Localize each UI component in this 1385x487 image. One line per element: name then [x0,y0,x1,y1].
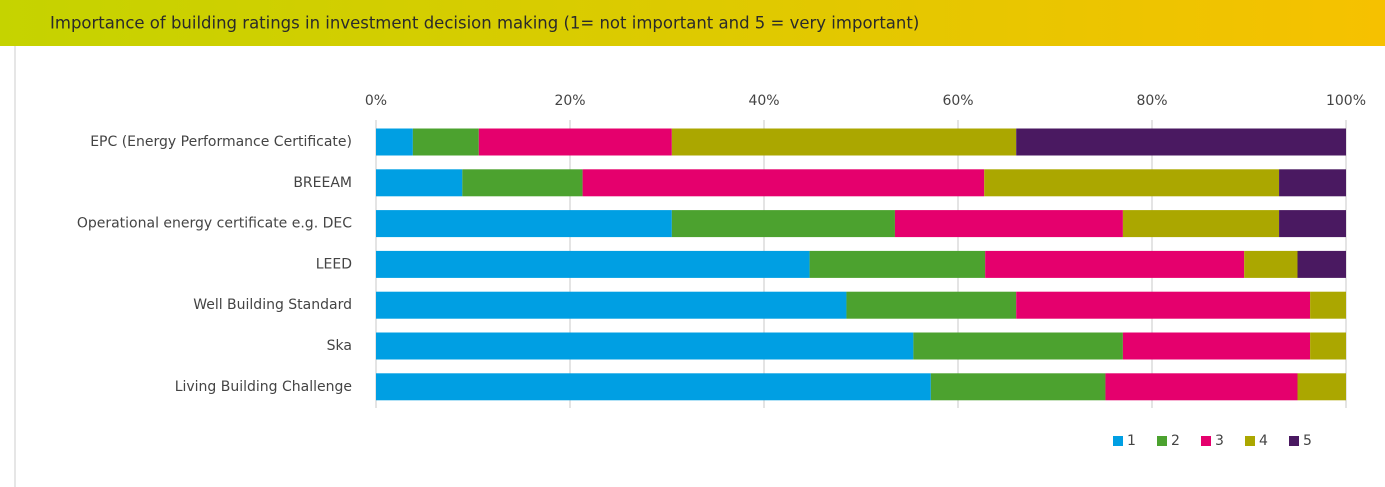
legend-swatch [1113,436,1123,446]
bar-segment [376,250,810,278]
legend-label: 1 [1127,433,1136,449]
bar-segment [376,210,672,238]
y-tick-label: LEED [316,256,352,272]
bar-segment [376,169,463,197]
legend-swatch [1245,436,1255,446]
bar-segment [582,169,985,197]
bar-segment [846,291,1017,319]
bar-segment [671,210,895,238]
bar-segment [462,169,583,197]
bar-segment [1016,291,1311,319]
bar-segment [376,373,931,401]
bar-segment [1122,332,1311,360]
bar-segment [376,332,914,360]
legend-swatch [1201,436,1211,446]
bar-segment [1122,210,1280,238]
legend-label: 5 [1303,433,1312,449]
y-tick-label: Operational energy certificate e.g. DEC [77,216,352,232]
x-tick-label: 20% [554,93,585,109]
x-tick-label: 60% [942,93,973,109]
bar-segment [671,128,1017,156]
bar-segment [1297,250,1346,278]
y-tick-label: BREEAM [293,175,352,191]
bar-segment [478,128,672,156]
legend-label: 4 [1259,433,1268,449]
legend-swatch [1157,436,1167,446]
bar-segment [985,250,1245,278]
chart-title: Importance of building ratings in invest… [50,14,919,33]
x-tick-label: 40% [748,93,779,109]
y-tick-label: EPC (Energy Performance Certificate) [90,134,352,150]
bar-segment [894,210,1123,238]
x-tick-label: 0% [365,93,387,109]
y-tick-label: Well Building Standard [193,297,352,313]
bar-segment [1297,373,1346,401]
bar-segment [1310,291,1346,319]
bar-segment [809,250,986,278]
bar-segment [1016,128,1346,156]
bar-segment [1279,169,1346,197]
bar-segment [376,128,413,156]
bar-segment [1244,250,1298,278]
bar-segment [913,332,1123,360]
bar-segment [1310,332,1346,360]
y-tick-label: Living Building Challenge [175,379,352,395]
legend-label: 3 [1215,433,1224,449]
x-tick-label: 100% [1326,93,1366,109]
bar-segment [412,128,479,156]
bar-segment [1279,210,1346,238]
legend-label: 2 [1171,433,1180,449]
bar-segment [984,169,1280,197]
bar-segment [1105,373,1298,401]
y-tick-label: Ska [327,338,352,354]
bar-segment [376,291,847,319]
legend-swatch [1289,436,1299,446]
bar-segment [930,373,1106,401]
header-band [0,0,1385,46]
x-tick-label: 80% [1136,93,1167,109]
